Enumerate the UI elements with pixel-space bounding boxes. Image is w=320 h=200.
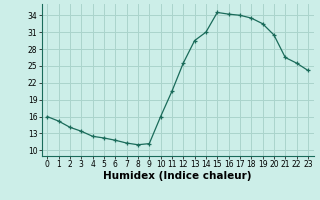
X-axis label: Humidex (Indice chaleur): Humidex (Indice chaleur) xyxy=(103,171,252,181)
